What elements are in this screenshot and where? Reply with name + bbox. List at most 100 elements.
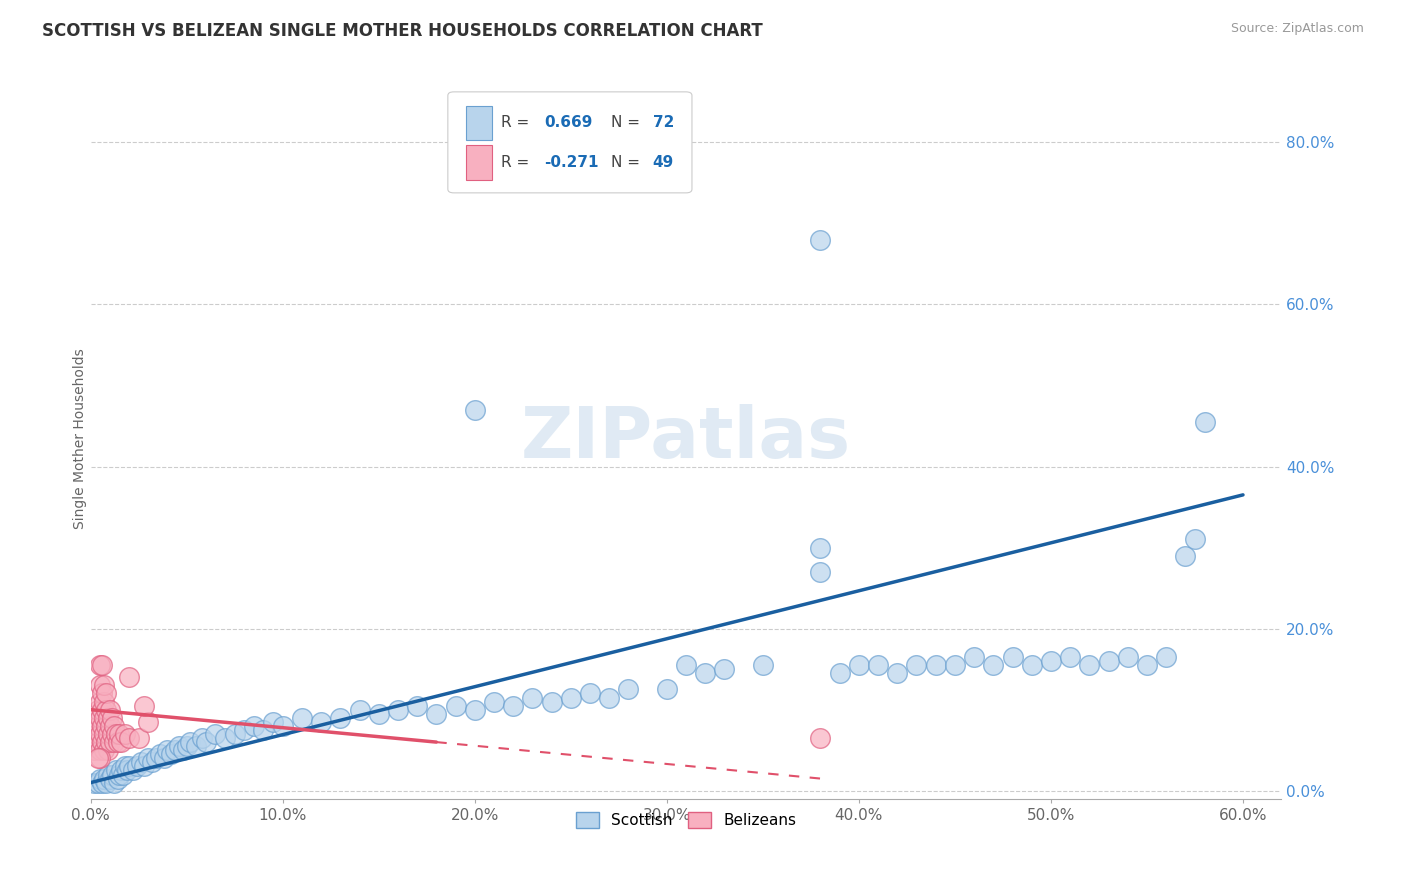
- Point: [713, 662, 735, 676]
- Point: [89, 772, 111, 786]
- Point: [118, 731, 141, 745]
- Point: [191, 731, 214, 745]
- Point: [828, 666, 851, 681]
- Point: [464, 402, 486, 417]
- Point: [1001, 650, 1024, 665]
- Point: [89, 743, 111, 757]
- Point: [176, 739, 198, 753]
- Text: R =: R =: [502, 155, 534, 170]
- Text: -0.271: -0.271: [544, 155, 599, 170]
- Point: [291, 711, 314, 725]
- Text: 72: 72: [652, 115, 673, 130]
- Point: [97, 743, 120, 757]
- Point: [114, 759, 136, 773]
- Point: [114, 727, 136, 741]
- Point: [100, 767, 122, 781]
- Point: [104, 764, 127, 778]
- Point: [309, 714, 332, 729]
- Point: [540, 695, 562, 709]
- Point: [134, 759, 156, 773]
- Text: ZIPatlas: ZIPatlas: [522, 404, 851, 473]
- Point: [91, 735, 114, 749]
- Point: [91, 775, 114, 789]
- Point: [1021, 658, 1043, 673]
- Point: [579, 686, 602, 700]
- Text: 49: 49: [652, 155, 673, 170]
- Point: [97, 727, 120, 741]
- Point: [482, 695, 505, 709]
- Point: [115, 764, 138, 778]
- Point: [617, 682, 640, 697]
- Point: [145, 751, 167, 765]
- Point: [134, 698, 156, 713]
- Point: [233, 723, 256, 737]
- Point: [136, 714, 159, 729]
- Point: [91, 686, 114, 700]
- Point: [89, 727, 111, 741]
- Point: [104, 727, 127, 741]
- Point: [1039, 654, 1062, 668]
- Point: [98, 719, 121, 733]
- Point: [165, 743, 187, 757]
- Point: [1078, 658, 1101, 673]
- Point: [91, 703, 114, 717]
- Point: [905, 658, 928, 673]
- Point: [108, 767, 131, 781]
- Point: [752, 658, 775, 673]
- Point: [1116, 650, 1139, 665]
- Point: [129, 756, 152, 770]
- Point: [149, 747, 172, 762]
- Point: [655, 682, 678, 697]
- Point: [83, 743, 105, 757]
- Point: [1184, 533, 1206, 547]
- Point: [93, 772, 115, 786]
- Point: [93, 727, 115, 741]
- Point: [91, 658, 114, 673]
- Point: [87, 735, 110, 749]
- Point: [271, 719, 294, 733]
- Point: [110, 764, 132, 778]
- Point: [868, 658, 890, 673]
- Point: [224, 727, 246, 741]
- Legend: Scottish, Belizeans: Scottish, Belizeans: [569, 806, 803, 835]
- Point: [204, 727, 226, 741]
- Text: 0.669: 0.669: [544, 115, 593, 130]
- Point: [152, 751, 174, 765]
- Text: R =: R =: [502, 115, 534, 130]
- Point: [98, 735, 121, 749]
- Point: [560, 690, 582, 705]
- Point: [83, 775, 105, 789]
- Point: [886, 666, 908, 681]
- Point: [100, 727, 122, 741]
- Y-axis label: Single Mother Households: Single Mother Households: [73, 348, 87, 528]
- Point: [89, 711, 111, 725]
- Text: SCOTTISH VS BELIZEAN SINGLE MOTHER HOUSEHOLDS CORRELATION CHART: SCOTTISH VS BELIZEAN SINGLE MOTHER HOUSE…: [42, 22, 763, 40]
- Point: [943, 658, 966, 673]
- Point: [194, 735, 217, 749]
- Point: [598, 690, 620, 705]
- Point: [103, 735, 125, 749]
- Point: [167, 739, 190, 753]
- Point: [87, 703, 110, 717]
- Point: [107, 772, 129, 786]
- Point: [186, 739, 208, 753]
- Point: [1194, 415, 1216, 429]
- Point: [848, 658, 870, 673]
- Point: [93, 678, 115, 692]
- Point: [103, 719, 125, 733]
- Point: [172, 743, 194, 757]
- Point: [112, 767, 135, 781]
- Point: [675, 658, 697, 673]
- Point: [243, 719, 266, 733]
- Point: [93, 695, 115, 709]
- Point: [1174, 549, 1197, 563]
- Point: [94, 686, 117, 700]
- Point: [367, 706, 389, 721]
- Point: [87, 775, 110, 789]
- Point: [97, 711, 120, 725]
- Point: [118, 759, 141, 773]
- Point: [963, 650, 986, 665]
- Point: [136, 751, 159, 765]
- Point: [262, 714, 284, 729]
- Point: [810, 233, 832, 247]
